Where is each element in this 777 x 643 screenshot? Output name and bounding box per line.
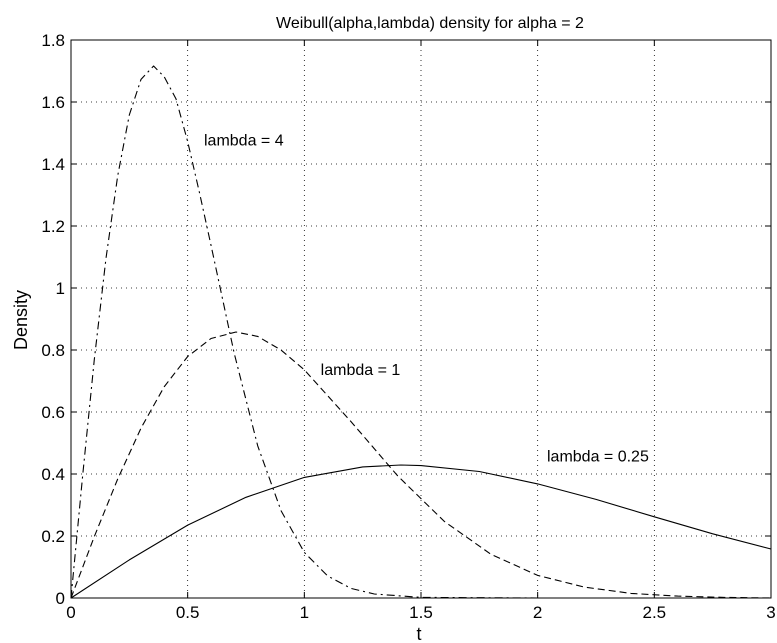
x-tick-label: 1.5 [409,603,433,622]
grid [71,40,771,598]
y-tick-label: 0.6 [41,403,65,422]
y-axis-label: Density [11,290,31,350]
curve-annotation: lambda = 0.25 [547,449,649,466]
y-tick-label: 0 [56,589,65,608]
tick-labels: 0 0.5 1 1.5 2 2.5 3 0 0.2 0.4 0.6 0.8 1 1.2 1.4 1.6 1.8 [41,31,775,622]
x-tick-label: 2.5 [643,603,667,622]
x-tick-label: 0.5 [176,603,200,622]
y-tick-label: 1.4 [41,155,65,174]
x-tick-label: 3 [766,603,775,622]
y-tick-label: 0.2 [41,527,65,546]
y-tick-label: 1 [56,279,65,298]
x-tick-label: 1 [300,603,309,622]
y-tick-label: 0.4 [41,465,65,484]
y-tick-label: 0.8 [41,341,65,360]
y-tick-label: 1.8 [41,31,65,50]
series-line [70,331,772,599]
chart-title: Weibull(alpha,lambda) density for alpha … [276,15,584,32]
x-tick-label: 2 [533,603,542,622]
series-line [70,65,771,599]
plot-frame [70,39,772,599]
series-line [70,464,772,599]
curve-annotation: lambda = 1 [321,362,401,379]
plot-border [70,39,772,599]
annotations: lambda = 4 lambda = 1 lambda = 0.25 [204,132,649,465]
y-tick-label: 1.2 [41,217,65,236]
x-tick-label: 0 [66,603,75,622]
series-lines [70,65,772,599]
curve-annotation: lambda = 4 [204,132,284,149]
x-axis-label: t [416,624,421,643]
y-tick-label: 1.6 [41,93,65,112]
